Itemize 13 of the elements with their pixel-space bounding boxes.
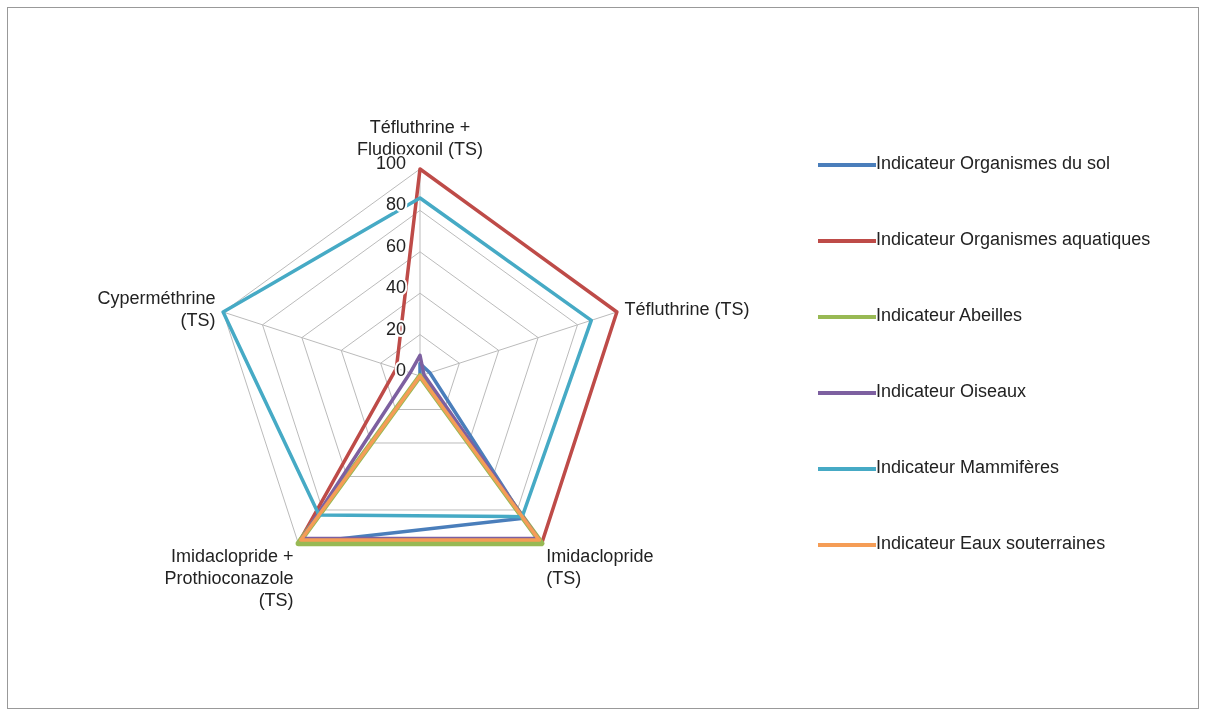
spoke-label: Imidaclopride (TS): [546, 545, 654, 588]
spoke-label: Cyperméthrine (TS): [97, 287, 216, 330]
y-tick-label: 60: [385, 235, 406, 256]
legend-label: Indicateur Oiseaux: [876, 380, 1028, 403]
spoke-label: Téfluthrine (TS): [624, 298, 750, 319]
y-tick-label: 80: [385, 194, 406, 215]
legend-label: Indicateur Eaux souterraines: [876, 532, 1107, 555]
spoke-label: Imidaclopride + Prothioconazole (TS): [164, 545, 294, 610]
legend-label: Indicateur Organismes du sol: [876, 152, 1112, 175]
legend-label: Indicateur Mammifères: [876, 456, 1061, 479]
legend-label: Indicateur Organismes aquatiques: [876, 228, 1152, 251]
legend-label: Indicateur Abeilles: [876, 304, 1024, 327]
y-tick-label: 0: [395, 360, 406, 380]
